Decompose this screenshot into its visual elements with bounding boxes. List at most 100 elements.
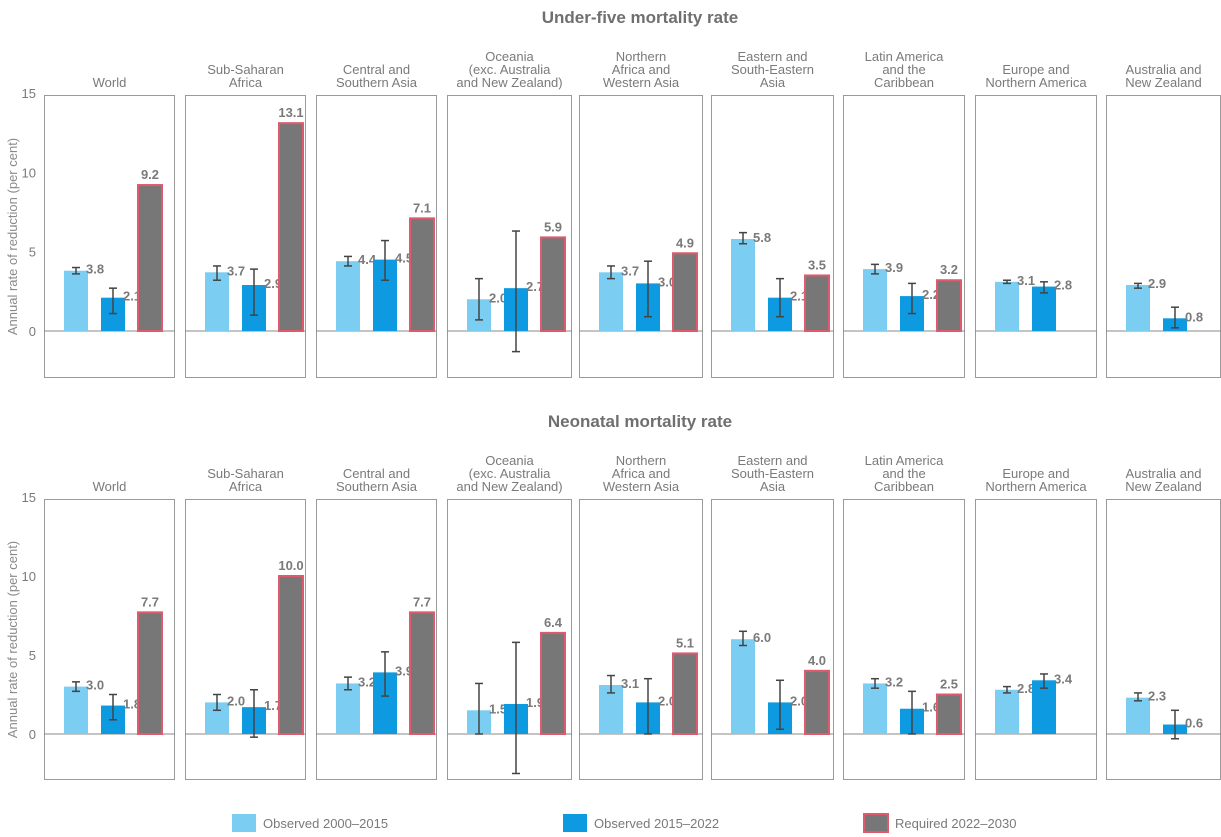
region-label: Sub-Saharan bbox=[207, 466, 284, 481]
data-label: 3.7 bbox=[227, 263, 245, 278]
bar-observed-2000-2015 bbox=[731, 639, 755, 734]
data-label: 3.5 bbox=[808, 257, 826, 272]
y-axis-label: Annual rate of reduction (per cent) bbox=[5, 541, 20, 738]
region-label: World bbox=[93, 479, 127, 494]
region-label: Asia bbox=[760, 479, 786, 494]
panel-frame bbox=[316, 499, 437, 780]
y-tick-label: 10 bbox=[22, 569, 36, 584]
region-label: Northern America bbox=[985, 479, 1087, 494]
region-label: Northern America bbox=[985, 75, 1087, 90]
data-label: 3.9 bbox=[395, 663, 413, 678]
legend-swatch bbox=[232, 814, 256, 832]
bar-required-2022-2030 bbox=[137, 184, 163, 332]
data-label: 1.9 bbox=[526, 695, 544, 710]
data-label: 5.8 bbox=[753, 230, 771, 245]
region-label: New Zealand bbox=[1125, 75, 1202, 90]
region-label: Central and bbox=[343, 466, 410, 481]
data-label: 5.1 bbox=[676, 635, 694, 650]
region-label: Oceania bbox=[485, 49, 534, 64]
bar-observed-2000-2015 bbox=[1126, 697, 1150, 734]
region-label: Southern Asia bbox=[336, 479, 418, 494]
bar-observed-2000-2015 bbox=[863, 683, 887, 734]
region-label: Eastern and bbox=[737, 453, 807, 468]
bar-observed-2000-2015 bbox=[205, 272, 229, 331]
chart-section-1: Under-five mortality rate Annual rate of … bbox=[5, 8, 1221, 378]
bar-required-2022-2030 bbox=[540, 631, 566, 736]
region-label: Northern bbox=[616, 453, 667, 468]
region-label: World bbox=[93, 75, 127, 90]
data-label: 3.9 bbox=[885, 260, 903, 275]
region-label: Caribbean bbox=[874, 479, 934, 494]
panel-frame bbox=[579, 499, 703, 780]
bar-observed-2000-2015 bbox=[995, 281, 1019, 331]
data-label: 3.0 bbox=[86, 678, 104, 693]
panel-frame bbox=[447, 95, 572, 378]
bar-required-2022-2030 bbox=[936, 279, 962, 332]
data-label: 1.6 bbox=[922, 700, 940, 715]
bar-observed-2000-2015 bbox=[336, 261, 360, 331]
bar-observed-2000-2015 bbox=[731, 238, 755, 331]
region-label: Central and bbox=[343, 62, 410, 77]
data-label: 4.5 bbox=[395, 251, 413, 266]
region-label: and New Zealand) bbox=[456, 479, 562, 494]
region-label: Europe and bbox=[1002, 466, 1069, 481]
data-label: 1.7 bbox=[264, 698, 282, 713]
region-label: Oceania bbox=[485, 453, 534, 468]
data-label: 7.7 bbox=[413, 594, 431, 609]
bar-observed-2000-2015 bbox=[995, 689, 1019, 734]
y-axis-label: Annual rate of reduction (per cent) bbox=[5, 138, 20, 335]
panel-frame bbox=[579, 95, 703, 378]
panel-frame bbox=[447, 499, 572, 780]
region-label: Latin America bbox=[865, 453, 945, 468]
region-label: Africa and bbox=[612, 466, 671, 481]
y-tick-label: 15 bbox=[22, 86, 36, 101]
region-panel: World 3.0 1.8 7.7 bbox=[44, 479, 175, 780]
panel-frame bbox=[975, 499, 1097, 780]
bar-required-2022-2030 bbox=[409, 611, 435, 736]
legend-swatch bbox=[563, 814, 587, 832]
chart-title: Under-five mortality rate bbox=[542, 8, 739, 27]
panel-frame bbox=[1106, 95, 1221, 378]
bar-observed-2000-2015 bbox=[599, 272, 623, 331]
bar-required-2022-2030 bbox=[137, 611, 163, 736]
data-label: 2.3 bbox=[1148, 689, 1166, 704]
bar-required-2022-2030 bbox=[804, 669, 830, 735]
panel-frame bbox=[843, 499, 965, 780]
data-label: 2.1 bbox=[790, 289, 808, 304]
bar-required-2022-2030 bbox=[804, 274, 830, 333]
panel-frame bbox=[1106, 499, 1221, 780]
region-panel: World 3.8 2.1 9.2 bbox=[44, 75, 175, 378]
region-label: Western Asia bbox=[603, 479, 680, 494]
data-label: 3.7 bbox=[621, 263, 639, 278]
region-label: Western Asia bbox=[603, 75, 680, 90]
legend-label: Observed 2000–2015 bbox=[263, 816, 388, 831]
region-label: Africa and bbox=[612, 62, 671, 77]
data-label: 3.4 bbox=[1054, 671, 1073, 686]
data-label: 3.1 bbox=[1017, 273, 1035, 288]
data-label: 1.5 bbox=[489, 701, 507, 716]
region-label: Eastern and bbox=[737, 49, 807, 64]
data-label: 4.0 bbox=[808, 653, 826, 668]
bar-required-2022-2030 bbox=[278, 575, 304, 735]
data-label: 2.0 bbox=[227, 693, 245, 708]
bar-required-2022-2030 bbox=[672, 652, 698, 735]
panel-frame bbox=[185, 95, 306, 378]
chart-title: Neonatal mortality rate bbox=[548, 412, 732, 431]
legend-swatch bbox=[863, 813, 889, 833]
y-tick-label: 0 bbox=[29, 324, 36, 339]
bar-observed-2000-2015 bbox=[336, 683, 360, 734]
bar-observed-2000-2015 bbox=[64, 686, 88, 734]
region-label: (exc. Australia bbox=[469, 62, 551, 77]
data-label: 2.9 bbox=[1148, 276, 1166, 291]
bar-required-2022-2030 bbox=[672, 252, 698, 332]
panel-frame bbox=[44, 499, 175, 780]
region-label: South-Eastern bbox=[731, 466, 814, 481]
